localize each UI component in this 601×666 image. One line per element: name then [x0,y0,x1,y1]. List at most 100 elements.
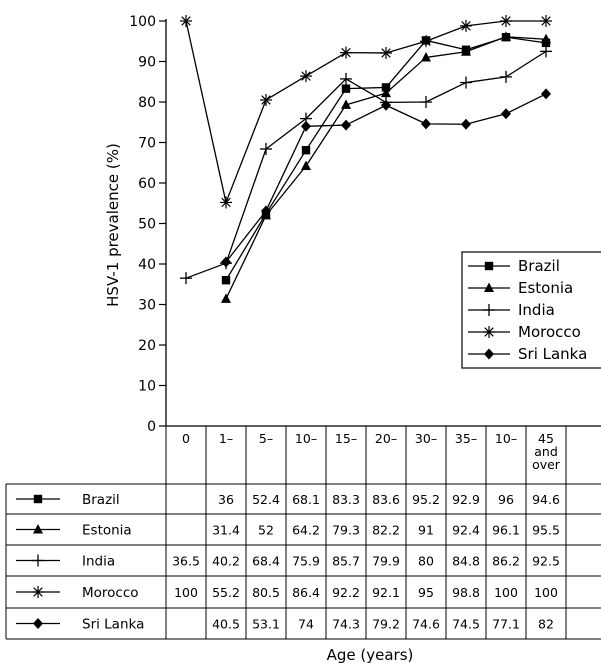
data-label-estonia-4: 79.3 [332,523,360,538]
series-morocco [180,15,552,209]
data-label-morocco-8: 100 [494,585,518,600]
legend-marker-india [483,304,495,316]
data-label-india-9: 92.5 [532,554,560,569]
legend-label-estonia: Estonia [518,279,573,297]
data-label-estonia-2: 52 [258,523,274,538]
data-label-brazil-3: 68.1 [292,492,320,507]
y-tick-label-50: 50 [138,217,156,233]
table-row-morocco: Morocco 100 55.2 80.5 86.4 92.2 92.1 95 98.8 100 1… [16,585,558,601]
table-row-label-india: India [82,554,115,570]
data-label-brazil-1: 36 [218,492,234,507]
y-tick-label-70: 70 [138,136,156,152]
table-key-marker-sri-lanka [33,618,43,629]
data-label-india-7: 84.8 [452,554,480,569]
data-label-brazil-9: 94.6 [532,492,560,507]
table-key-marker-india [32,554,44,567]
data-label-sri-lanka-8: 77.1 [492,617,520,632]
legend-marker-morocco-d [484,327,494,337]
x-axis-title: Age (years) [327,646,414,664]
point-morocco-4 [340,46,352,59]
point-sri-lanka-9 [541,88,551,100]
table-row-brazil: Brazil 36 52.4 68.1 83.3 83.6 95.2 92.9 96 94.6 [16,492,560,508]
data-label-sri-lanka-2: 53.1 [252,617,280,632]
point-sri-lanka-4 [341,119,351,131]
legend-marker-morocco [483,326,495,338]
point-brazil-5 [381,83,391,92]
y-tick-label-20: 20 [138,338,156,354]
y-axis-title: HSV-1 prevalence (%) [104,143,122,307]
point-india-8 [500,70,512,83]
legend-label-brazil: Brazil [518,257,560,275]
point-morocco-8-d [501,16,511,26]
data-label-india-5: 79.9 [372,554,400,569]
series-sri-lanka [221,88,551,268]
series-india [180,45,552,285]
data-label-india-3: 75.9 [292,554,320,569]
data-label-estonia-3: 64.2 [292,523,320,538]
data-label-morocco-4: 92.2 [332,585,360,600]
point-morocco-5-d [381,48,391,58]
table-key-marker-brazil [33,494,43,504]
data-label-sri-lanka-6: 74.6 [412,617,440,632]
point-morocco-5 [380,46,392,59]
data-label-estonia-9: 95.5 [532,523,560,538]
data-label-brazil-8: 96 [498,492,514,507]
point-morocco-1-d [221,197,231,208]
x-tick-label-6: 30– [415,431,437,446]
legend-marker-estonia [484,282,494,292]
y-axis: 0 10 20 30 40 50 60 70 80 90 100 [129,14,167,435]
data-label-morocco-7: 98.8 [452,585,480,600]
table-row-label-brazil: Brazil [82,492,120,508]
point-estonia-3 [301,160,311,170]
x-tick-label-1: 1– [219,431,233,446]
point-morocco-6 [420,35,432,48]
table-row-label-morocco: Morocco [82,585,139,601]
data-label-brazil-5: 83.6 [372,492,400,507]
y-tick-label-90: 90 [138,55,156,71]
y-tick-label-30: 30 [138,298,156,314]
series-estonia [221,31,551,303]
point-estonia-7 [461,46,471,56]
data-label-india-0: 36.5 [172,554,200,569]
point-morocco-9 [540,15,552,27]
point-estonia-4 [341,99,351,109]
point-sri-lanka-8 [501,108,511,120]
x-tick-label-7: 35– [455,431,477,446]
point-brazil-4 [341,84,351,93]
data-label-brazil-4: 83.3 [332,492,360,507]
table-key-marker-estonia [33,524,43,534]
point-india-9 [540,45,552,58]
data-label-morocco-2: 80.5 [252,585,280,600]
point-estonia-8 [501,31,511,41]
point-sri-lanka-5 [381,99,391,111]
data-label-morocco-0: 100 [174,585,198,600]
point-sri-lanka-6 [421,118,431,130]
data-label-sri-lanka-1: 40.5 [212,617,240,632]
point-sri-lanka-3 [301,120,311,132]
y-tick-label-60: 60 [138,176,156,192]
point-india-2 [260,142,272,155]
data-label-india-1: 40.2 [212,554,240,569]
point-sri-lanka-7 [461,118,471,130]
point-india-4 [340,72,352,85]
legend-label-morocco: Morocco [518,323,581,341]
series-brazil [221,33,551,285]
point-morocco-1 [220,196,232,209]
point-morocco-2-d [261,95,271,105]
point-sri-lanka-1 [221,256,231,268]
point-morocco-9-d [541,16,551,26]
legend: Brazil Estonia India Morocco Sri Lanka [461,251,601,369]
table-row-label-sri-lanka: Sri Lanka [82,617,144,633]
series-line-india [185,50,547,279]
data-table: 0 1– 5– 10– 15– 20– 30– 35– 10– 45 and over Brazil 36… [5,425,601,640]
x-tick-label-9: 45 and over [532,431,561,472]
point-india-0 [180,272,192,285]
y-tick-label-40: 40 [138,257,156,273]
point-sri-lanka-2 [261,205,271,217]
data-label-brazil-7: 92.9 [452,492,480,507]
table-key-marker-morocco [32,586,44,598]
legend-marker-sri-lanka [484,348,494,360]
data-label-india-2: 68.4 [252,554,280,569]
point-brazil-1 [221,276,231,285]
